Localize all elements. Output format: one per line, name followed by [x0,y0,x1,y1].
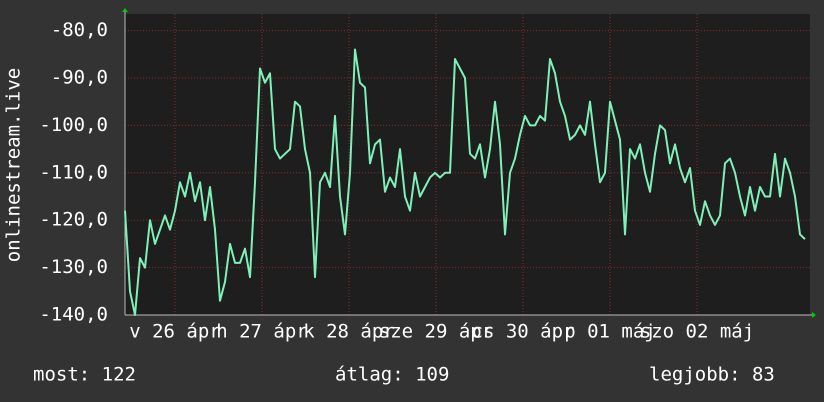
axis-arrow [122,8,128,12]
x-tick-label: szo 02 máj [640,321,754,343]
y-tick-label: -120,0 [39,209,108,231]
x-tick-label: p 01 máj [564,321,656,343]
x-tick-label: k 28 ápr [303,321,395,343]
x-tick-label: h 27 ápr [216,321,308,343]
y-tick-label: -80,0 [51,19,108,41]
x-tick-label: cs 30 ápr [472,321,575,343]
y-tick-label: -90,0 [51,66,108,88]
y-axis-label: onlinestream.live [3,68,25,262]
y-tick-label: -100,0 [39,114,108,136]
y-tick-label: -110,0 [39,161,108,183]
x-tick-label: v 26 ápr [129,321,221,343]
axis-arrow [812,312,816,318]
plot-area [125,14,810,315]
data-line [124,48,806,316]
footer-average: átlag: 109 [335,364,449,386]
y-tick-label: -140,0 [39,304,108,326]
y-tick-label: -130,0 [39,256,108,278]
footer-current: most: 122 [33,364,136,386]
x-tick-label: sze 29 ápr [379,321,493,343]
footer-best: legjobb: 83 [649,364,775,386]
